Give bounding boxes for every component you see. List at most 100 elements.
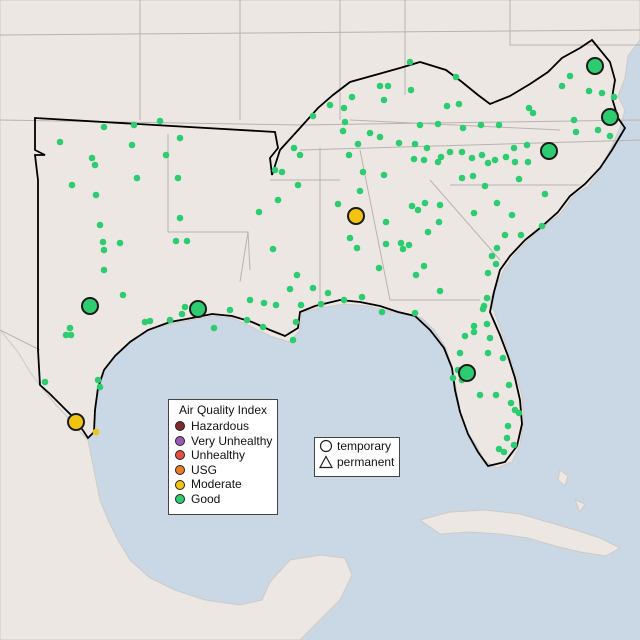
- good-monitor-dot: [470, 322, 478, 330]
- good-monitor-dot: [272, 301, 280, 309]
- good-monitor-dot: [517, 231, 525, 239]
- good-monitor-dot: [470, 328, 478, 336]
- good-monitor-dot: [88, 154, 96, 162]
- good-monitor-dot: [510, 144, 518, 152]
- very-unhealthy-swatch: [175, 435, 185, 446]
- good-monitor-dot: [309, 112, 317, 120]
- legend-item-moderate: Moderate: [169, 477, 277, 492]
- good-monitor-dot: [525, 104, 533, 112]
- good-monitor-dot: [260, 299, 268, 307]
- good-monitor-dot: [99, 238, 107, 246]
- good-monitor-dot: [290, 144, 298, 152]
- good-monitor-dot: [437, 153, 445, 161]
- good-monitor-dot: [356, 187, 364, 195]
- good-monitor-dot: [259, 323, 267, 331]
- good-monitor-dot: [376, 133, 384, 141]
- good-monitor-dot: [505, 381, 513, 389]
- good-temporary-monitor[interactable]: [540, 142, 558, 160]
- good-monitor-dot: [274, 196, 282, 204]
- good-monitor-dot: [181, 303, 189, 311]
- good-monitor-dot: [133, 174, 141, 182]
- good-monitor-dot: [495, 445, 503, 453]
- good-monitor-dot: [423, 144, 431, 152]
- good-monitor-dot: [156, 117, 164, 125]
- good-monitor-dot: [412, 271, 420, 279]
- good-monitor-dot: [504, 422, 512, 430]
- good-monitor-dot: [334, 200, 342, 208]
- good-monitor-dot: [455, 100, 463, 108]
- unhealthy-swatch: [175, 450, 185, 461]
- good-monitor-dot: [405, 241, 413, 249]
- good-monitor-dot: [410, 155, 418, 163]
- good-monitor-dot: [493, 244, 501, 252]
- mexico-land: [0, 329, 353, 640]
- good-monitor-dot: [524, 158, 532, 166]
- good-monitor-dot: [501, 231, 509, 239]
- good-monitor-dot: [456, 349, 464, 357]
- good-monitor-dot: [476, 391, 484, 399]
- good-temporary-monitor[interactable]: [458, 364, 476, 382]
- circle-icon: [319, 439, 333, 453]
- good-monitor-dots: [41, 58, 618, 456]
- good-monitor-dot: [146, 317, 154, 325]
- aqi-legend: Air Quality Index Hazardous Very Unhealt…: [168, 399, 278, 515]
- legend-label: permanent: [337, 455, 395, 469]
- good-temporary-monitor[interactable]: [81, 297, 99, 315]
- moderate-monitor-dot: [92, 428, 100, 436]
- good-temporary-monitor[interactable]: [601, 108, 619, 126]
- good-monitor-dot: [566, 72, 574, 80]
- good-monitor-dot: [411, 309, 419, 317]
- good-monitor-dot: [94, 376, 102, 384]
- good-monitor-dot: [116, 239, 124, 247]
- good-monitor-dot: [484, 269, 492, 277]
- good-monitor-dot: [469, 172, 477, 180]
- legend-item-permanent: permanent: [315, 454, 399, 470]
- good-monitor-dot: [243, 316, 251, 324]
- good-temporary-monitor[interactable]: [189, 300, 207, 318]
- good-temporary-monitor[interactable]: [586, 57, 604, 75]
- moderate-temporary-monitor[interactable]: [347, 207, 365, 225]
- good-monitor-dot: [507, 399, 515, 407]
- good-monitor-dot: [91, 161, 99, 169]
- good-monitor-dot: [558, 82, 566, 90]
- good-monitor-dot: [286, 285, 294, 293]
- good-monitor-dot: [172, 237, 180, 245]
- good-monitor-dot: [538, 222, 546, 230]
- good-monitor-dot: [380, 171, 388, 179]
- good-monitor-dot: [92, 191, 100, 199]
- good-monitor-dot: [407, 86, 415, 94]
- good-monitor-dot: [478, 151, 486, 159]
- good-monitor-dot: [382, 218, 390, 226]
- good-monitor-dot: [100, 123, 108, 131]
- moderate-temporary-monitor[interactable]: [67, 413, 85, 431]
- good-monitor-dot: [56, 138, 64, 146]
- good-monitor-dot: [508, 211, 516, 219]
- good-monitor-dot: [411, 140, 419, 148]
- good-monitor-dot: [119, 291, 127, 299]
- good-monitor-dot: [41, 378, 49, 386]
- usg-swatch: [175, 465, 185, 476]
- legend-label: Very Unhealthy: [191, 433, 273, 448]
- good-monitor-dot: [141, 318, 149, 326]
- good-monitor-dot: [183, 237, 191, 245]
- good-monitor-dot: [397, 239, 405, 247]
- good-monitor-dot: [414, 206, 422, 214]
- good-monitor-dot: [421, 199, 429, 207]
- legend-item-hazardous: Hazardous: [169, 419, 277, 434]
- good-monitor-dot: [446, 148, 454, 156]
- good-monitor-dot: [67, 331, 75, 339]
- good-monitor-dot: [420, 156, 428, 164]
- good-monitor-dot: [434, 158, 442, 166]
- bahamas-land: [557, 469, 586, 514]
- good-monitor-dot: [269, 245, 277, 253]
- legend-label: Hazardous: [191, 419, 250, 433]
- good-monitor-dot: [226, 306, 234, 314]
- good-monitor-dot: [606, 132, 614, 140]
- good-monitor-dot: [293, 271, 301, 279]
- good-monitor-dot: [296, 151, 304, 159]
- good-monitor-dot: [477, 121, 485, 129]
- good-monitor-dot: [443, 102, 451, 110]
- good-monitor-dot: [399, 245, 407, 253]
- good-monitor-dot: [523, 141, 531, 149]
